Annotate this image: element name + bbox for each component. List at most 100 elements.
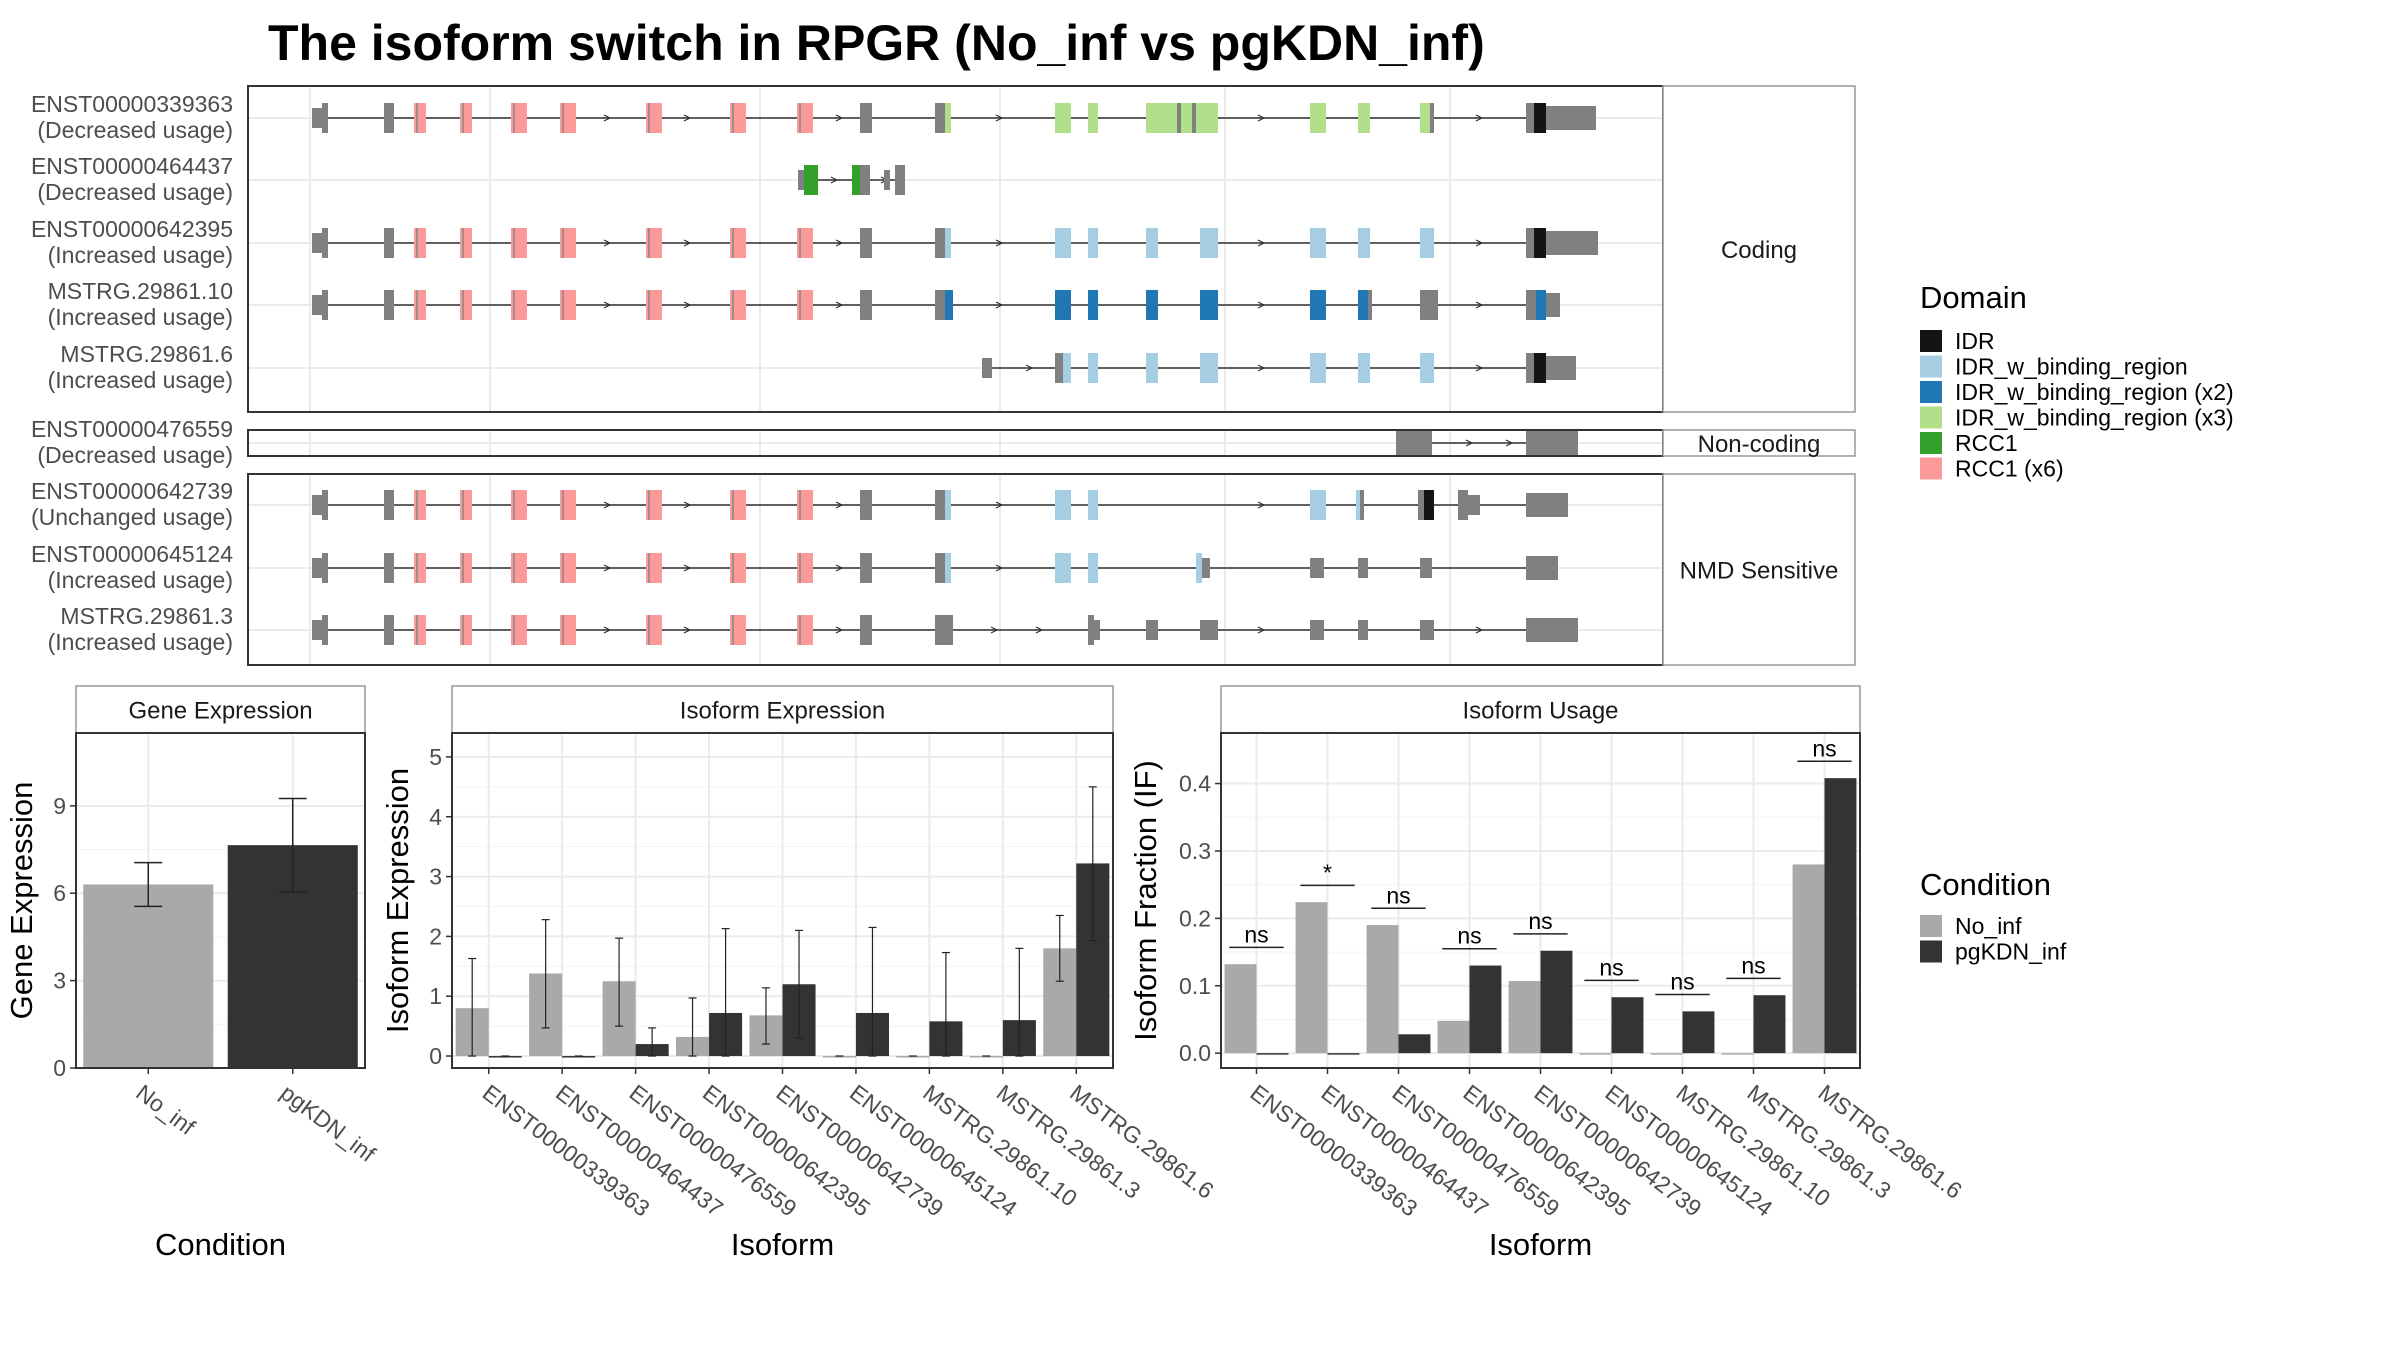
domain-exon xyxy=(1146,290,1158,320)
domain-exon xyxy=(414,553,426,583)
exon xyxy=(322,553,328,583)
exon xyxy=(860,290,872,320)
isoform-label: ENST00000642395 xyxy=(31,216,233,242)
strand-arrow xyxy=(1475,114,1484,122)
exon xyxy=(1094,620,1100,640)
domain-exon xyxy=(414,290,426,320)
domain-exon xyxy=(511,103,527,133)
domain-exon xyxy=(1088,490,1098,520)
domain-exon xyxy=(797,103,813,133)
bar xyxy=(1721,1053,1754,1055)
domain-exon xyxy=(1420,228,1434,258)
domain-exon xyxy=(1055,553,1071,583)
legend-swatch xyxy=(1920,381,1942,403)
domain-exon xyxy=(797,290,813,320)
exon xyxy=(322,490,328,520)
domain-exon xyxy=(460,290,472,320)
bar xyxy=(1650,1053,1683,1055)
x-tick-label: No_inf xyxy=(131,1079,200,1140)
exon xyxy=(1420,620,1434,640)
isoform-usage-label: (Increased usage) xyxy=(48,242,233,268)
domain-exon xyxy=(945,290,953,320)
isoform-label: MSTRG.29861.6 xyxy=(60,341,233,367)
legend-swatch xyxy=(1920,355,1942,378)
domain-exon xyxy=(730,490,746,520)
facet-strip xyxy=(1662,85,1856,413)
isoform-usage-label: (Increased usage) xyxy=(48,567,233,593)
exon xyxy=(1526,618,1578,642)
domain-exon xyxy=(1088,103,1098,133)
legend-title: Condition xyxy=(1920,867,2051,902)
y-tick-label: 0 xyxy=(429,1043,442,1069)
exon xyxy=(860,103,872,133)
significance-label: ns xyxy=(1528,908,1552,934)
exon xyxy=(322,290,328,320)
exon xyxy=(935,103,945,133)
strand-arrow xyxy=(1475,301,1484,309)
exon xyxy=(1526,556,1558,580)
strand-arrow xyxy=(995,239,1004,247)
strand-arrow xyxy=(1475,364,1484,372)
significance-label: ns xyxy=(1670,969,1694,995)
domain-exon xyxy=(646,290,662,320)
strand-arrow xyxy=(1035,626,1044,634)
exon xyxy=(1526,228,1536,258)
strand-arrow xyxy=(683,301,692,309)
facet-strip xyxy=(75,685,366,734)
domain-exon xyxy=(1200,290,1218,320)
exon xyxy=(1458,490,1468,520)
significance-label: ns xyxy=(1457,923,1481,949)
exon xyxy=(860,490,872,520)
strand-arrow xyxy=(683,501,692,509)
bar xyxy=(1437,1020,1470,1054)
domain-exon xyxy=(945,490,951,520)
domain-exon xyxy=(1146,103,1218,133)
facet-strip-label: Non-coding xyxy=(1698,431,1821,458)
strand-arrow xyxy=(835,239,844,247)
strand-arrow xyxy=(1257,301,1266,309)
legend-swatch xyxy=(1920,457,1942,480)
domain-exon xyxy=(1420,353,1434,383)
strand-arrow xyxy=(835,564,844,572)
domain-exon xyxy=(1055,228,1071,258)
domain-exon xyxy=(1310,228,1326,258)
significance-label: ns xyxy=(1812,735,1836,761)
domain-exon xyxy=(730,615,746,645)
domain-exon xyxy=(560,553,576,583)
domain-exon xyxy=(797,490,813,520)
domain-exon xyxy=(1088,290,1098,320)
isoform-usage-label: (Decreased usage) xyxy=(37,179,233,205)
domain-exon xyxy=(1534,103,1546,133)
domain-exon xyxy=(1200,353,1218,383)
exon xyxy=(860,228,872,258)
domain-exon xyxy=(1196,553,1202,583)
y-tick-label: 9 xyxy=(53,793,66,819)
y-tick-label: 0.0 xyxy=(1179,1040,1211,1066)
significance-label: ns xyxy=(1386,882,1410,908)
bar xyxy=(1295,902,1328,1054)
isoform-usage-label: (Unchanged usage) xyxy=(31,504,233,530)
strand-arrow xyxy=(835,501,844,509)
domain-exon xyxy=(646,103,662,133)
bar xyxy=(83,884,214,1068)
domain-exon xyxy=(646,615,662,645)
strand-arrow xyxy=(1475,626,1484,634)
bar xyxy=(1398,1034,1431,1054)
bar xyxy=(1540,950,1573,1054)
exon xyxy=(798,170,804,190)
y-tick-label: 3 xyxy=(429,864,442,890)
gene-expression-chart: Gene Expression 0 3 6 9 No_inf pgKDN_inf Condit… xyxy=(4,685,381,1262)
y-axis-title: Isoform Fraction (IF) xyxy=(1128,760,1163,1041)
domain-exon xyxy=(414,490,426,520)
strand-arrow xyxy=(683,114,692,122)
strand-arrow xyxy=(603,564,612,572)
y-tick-label: 0.4 xyxy=(1179,771,1211,797)
isoform-usage-label: (Increased usage) xyxy=(48,367,233,393)
isoform-label: ENST00000476559 xyxy=(31,416,233,442)
y-tick-label: 4 xyxy=(429,804,442,830)
strand-arrow xyxy=(603,114,612,122)
domain-exon xyxy=(804,165,818,195)
domain-exon xyxy=(414,103,426,133)
exon xyxy=(322,103,328,133)
